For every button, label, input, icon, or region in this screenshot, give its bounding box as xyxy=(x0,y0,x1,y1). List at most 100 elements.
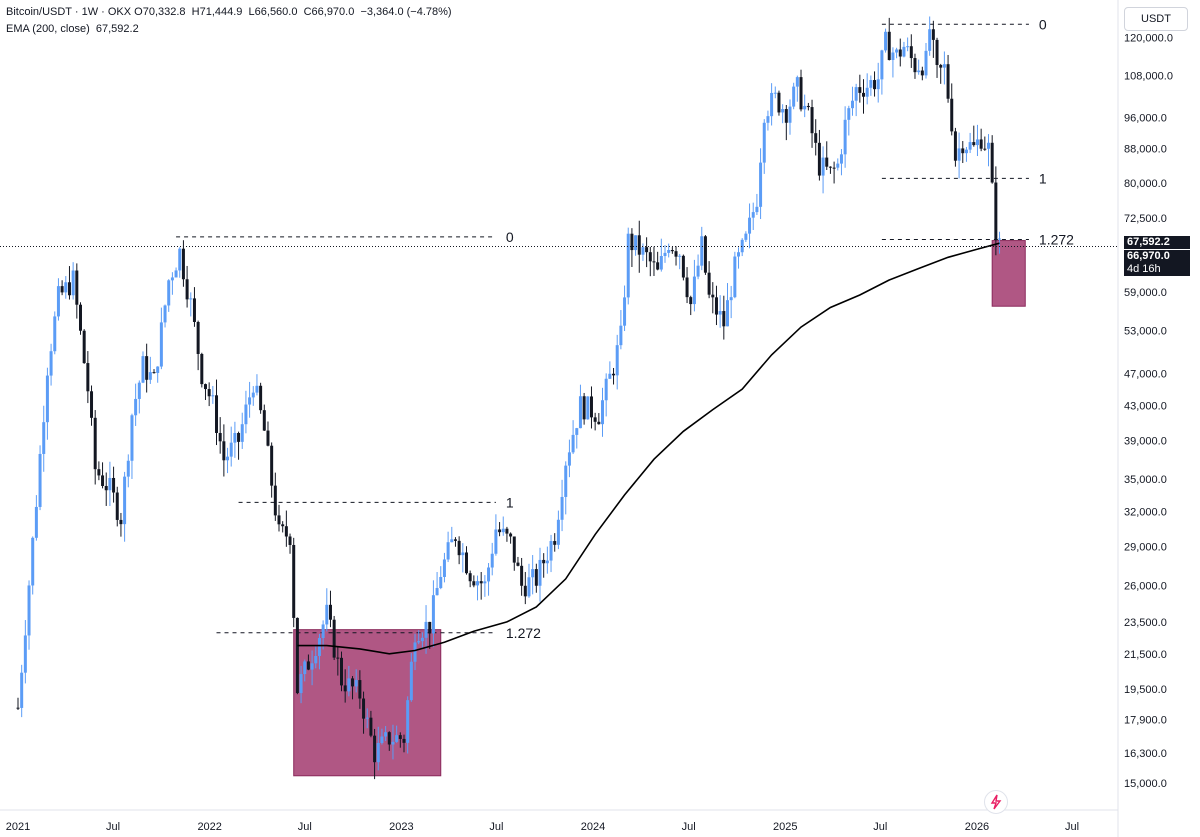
candle-body-112 xyxy=(428,621,432,634)
candle-body-237 xyxy=(887,31,891,61)
candle-body-263 xyxy=(983,148,987,150)
candle-body-92 xyxy=(354,680,358,687)
candle-body-87 xyxy=(336,657,340,659)
candle-body-7 xyxy=(42,422,46,454)
candle-body-141 xyxy=(534,569,538,586)
price-tick-label: 88,000.0 xyxy=(1124,144,1167,156)
price-tick-label: 35,000.0 xyxy=(1124,474,1167,486)
candle-body-115 xyxy=(439,576,443,589)
candle-body-123 xyxy=(468,573,472,582)
candle-body-242 xyxy=(906,46,910,48)
candle-body-32 xyxy=(134,398,138,416)
candle-body-259 xyxy=(968,142,972,150)
candle-body-214 xyxy=(803,105,807,110)
currency-button[interactable]: USDT xyxy=(1124,7,1188,31)
candle-body-143 xyxy=(542,559,546,564)
candle-body-174 xyxy=(656,262,660,270)
candle-body-38 xyxy=(156,366,160,373)
candle-body-93 xyxy=(358,680,362,699)
price-axis[interactable]: 120,000.0 108,000.0 96,000.0 88,000.0 80,000… xyxy=(1124,32,1173,789)
price-tick-label: 39,000.0 xyxy=(1124,435,1167,447)
price-tick-label: 21,500.0 xyxy=(1124,649,1167,661)
candle-body-127 xyxy=(483,581,487,584)
candle-body-23 xyxy=(101,475,105,486)
candle-body-153 xyxy=(578,396,582,429)
candle-body-5 xyxy=(34,506,38,538)
candle-body-24 xyxy=(104,485,108,491)
candle-body-109 xyxy=(417,641,421,643)
candle-body-114 xyxy=(435,588,439,596)
indicator-label[interactable]: EMA (200, close) 67,592.2 xyxy=(6,23,139,35)
candle-body-12 xyxy=(60,286,64,293)
candle-body-261 xyxy=(975,139,979,146)
candle-body-36 xyxy=(148,372,152,380)
candle-body-136 xyxy=(516,562,520,566)
candle-body-227 xyxy=(850,100,854,109)
candle-body-228 xyxy=(854,87,858,101)
candle-body-155 xyxy=(586,396,590,420)
candle-body-132 xyxy=(501,528,505,533)
candle-body-170 xyxy=(641,247,645,255)
candle-body-192 xyxy=(722,311,726,327)
candle-body-69 xyxy=(270,445,274,486)
candle-body-202 xyxy=(759,162,763,207)
candle-body-44 xyxy=(178,248,182,271)
candle-body-66 xyxy=(259,385,263,411)
candle-body-225 xyxy=(843,119,847,155)
candle-body-188 xyxy=(707,272,711,295)
candle-body-163 xyxy=(615,345,619,376)
fib-label-4: 0 xyxy=(1039,16,1047,32)
candle-body-208 xyxy=(781,109,785,113)
candle-body-15 xyxy=(71,270,75,296)
candle-body-19 xyxy=(86,363,90,392)
candle-body-239 xyxy=(895,49,899,53)
candle-body-262 xyxy=(979,139,983,149)
fib-label-1: 0 xyxy=(506,229,514,245)
candle-body-79 xyxy=(306,661,310,670)
candle-body-102 xyxy=(391,741,395,745)
candle-body-266 xyxy=(994,182,998,240)
candle-body-78 xyxy=(303,661,307,675)
candle-body-40 xyxy=(163,305,167,323)
candle-body-120 xyxy=(457,540,461,556)
candle-body-183 xyxy=(689,297,693,305)
candle-body-176 xyxy=(663,252,667,257)
candle-body-144 xyxy=(545,560,549,564)
lightning-icon[interactable] xyxy=(984,790,1008,814)
price-tick-label: 17,900.0 xyxy=(1124,715,1167,727)
candle-body-146 xyxy=(553,541,557,545)
time-tick-label: Jul xyxy=(489,821,503,833)
candle-body-61 xyxy=(240,424,244,442)
candle-body-22 xyxy=(97,469,101,476)
candle-body-104 xyxy=(398,735,402,739)
candle-body-204 xyxy=(766,116,770,123)
candle-body-91 xyxy=(351,678,355,687)
candle-body-29 xyxy=(123,476,127,525)
symbol-title[interactable]: Bitcoin/USDT · 1W · OKX xyxy=(6,6,132,18)
last-price-tag: 66,970.0 4d 16h xyxy=(1124,250,1190,277)
candle-body-116 xyxy=(442,559,446,577)
time-tick-label: 2025 xyxy=(773,821,797,833)
candle-body-67 xyxy=(262,410,266,431)
time-axis[interactable]: 2021 Jul 2022 Jul 2023 Jul 2024 Jul 2025 Jul 2026 J… xyxy=(6,821,1079,833)
candle-body-209 xyxy=(784,109,788,123)
candle-body-74 xyxy=(288,536,292,545)
candle-body-100 xyxy=(384,732,388,737)
price-tick-label: 59,000.0 xyxy=(1124,287,1167,299)
price-tick-label: 80,000.0 xyxy=(1124,178,1167,190)
candle-body-37 xyxy=(152,372,156,374)
candle-body-53 xyxy=(211,395,215,397)
candle-body-249 xyxy=(931,29,935,40)
candle-body-138 xyxy=(523,585,527,597)
candle-body-236 xyxy=(884,31,888,51)
candle-body-103 xyxy=(395,735,399,742)
candle-body-164 xyxy=(619,325,623,346)
candle-body-179 xyxy=(674,251,678,257)
candle-body-224 xyxy=(839,154,843,164)
candle-body-180 xyxy=(678,255,682,257)
candle-body-52 xyxy=(207,389,211,397)
candle-body-130 xyxy=(494,529,498,554)
candle-body-9 xyxy=(49,351,53,376)
candle-body-254 xyxy=(950,98,954,132)
